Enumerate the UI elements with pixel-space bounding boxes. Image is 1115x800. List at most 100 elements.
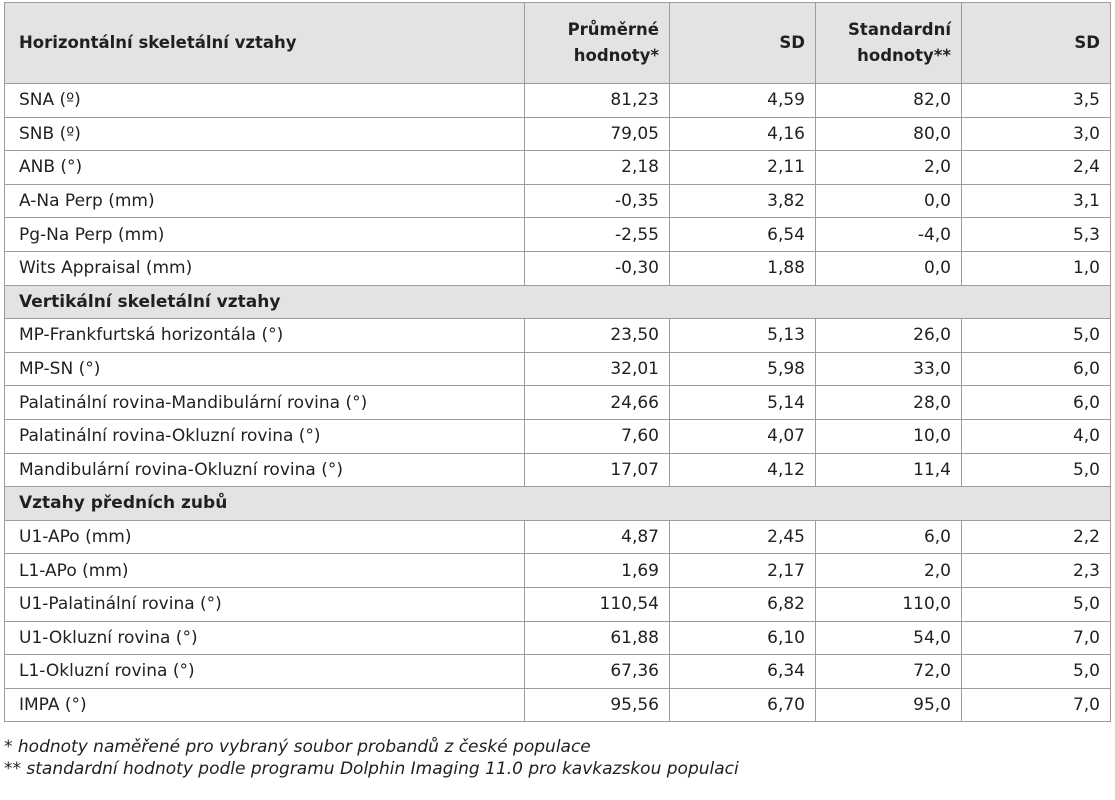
sd-standard-cell: 5,0 [961, 654, 1111, 689]
table-row: IMPA (°) 95,56 6,70 95,0 7,0 [4, 687, 1111, 723]
measurement-label: L1-Okluzní rovina (°) [4, 654, 525, 689]
standard-value-cell: 54,0 [815, 620, 962, 656]
mean-value-cell: 1,69 [524, 553, 670, 588]
sd-standard-cell: 6,0 [961, 351, 1111, 387]
standard-value-cell: 28,0 [815, 385, 962, 420]
sd-mean-cell: 4,12 [669, 452, 816, 488]
header-mean-values: Průměrné hodnoty* [524, 2, 670, 84]
standard-value-cell: 0,0 [815, 250, 962, 286]
mean-value-cell: 61,88 [524, 620, 670, 656]
mean-value-cell: 67,36 [524, 654, 670, 689]
mean-value-cell: -0,30 [524, 250, 670, 286]
sd-standard-cell: 6,0 [961, 385, 1111, 420]
standard-value-cell: 72,0 [815, 654, 962, 689]
section-title: Vztahy předních zubů [4, 486, 1111, 521]
sd-mean-cell: 4,16 [669, 116, 816, 152]
cephalometric-table-container: Horizontální skeletální vztahy Průměrné … [4, 2, 1111, 723]
header-standard-values: Standardní hodnoty** [815, 2, 962, 84]
measurement-label: ANB (°) [4, 150, 525, 185]
table-row: Mandibulární rovina-Okluzní rovina (°) 17… [4, 452, 1111, 488]
standard-value-cell: 0,0 [815, 183, 962, 219]
measurement-label: SNB (º) [4, 116, 525, 152]
sd-mean-cell: 6,34 [669, 654, 816, 689]
sd-mean-cell: 1,88 [669, 250, 816, 286]
standard-value-cell: 6,0 [815, 519, 962, 555]
sd-mean-cell: 4,59 [669, 83, 816, 118]
section-title: Vertikální skeletální vztahy [4, 284, 1111, 320]
standard-value-cell: 95,0 [815, 687, 962, 723]
section-header-row: Vztahy předních zubů [4, 486, 1111, 521]
sd-standard-cell: 7,0 [961, 620, 1111, 656]
measurement-label: Palatinální rovina-Okluzní rovina (°) [4, 418, 525, 454]
mean-value-cell: 110,54 [524, 586, 670, 622]
sd-mean-cell: 6,70 [669, 687, 816, 723]
table-row: L1-APo (mm) 1,69 2,17 2,0 2,3 [4, 553, 1111, 588]
table-body: SNA (º) 81,23 4,59 82,0 3,5 SNB (º) 79,05 4,16 8… [4, 83, 1111, 723]
measurement-label: SNA (º) [4, 83, 525, 118]
sd-standard-cell: 3,1 [961, 183, 1111, 219]
footnote-2: ** standardní hodnoty podle programu Dol… [4, 759, 739, 779]
measurement-label: U1-Okluzní rovina (°) [4, 620, 525, 656]
footnote-1: * hodnoty naměřené pro vybraný soubor pr… [4, 737, 591, 757]
table-row: MP-SN (°) 32,01 5,98 33,0 6,0 [4, 351, 1111, 387]
standard-value-cell: 11,4 [815, 452, 962, 488]
sd-standard-cell: 5,0 [961, 452, 1111, 488]
table-row: Pg-Na Perp (mm) -2,55 6,54 -4,0 5,3 [4, 217, 1111, 252]
sd-standard-cell: 4,0 [961, 418, 1111, 454]
sd-standard-cell: 2,3 [961, 553, 1111, 588]
sd-mean-cell: 4,07 [669, 418, 816, 454]
table-row: Wits Appraisal (mm) -0,30 1,88 0,0 1,0 [4, 250, 1111, 286]
mean-value-cell: 7,60 [524, 418, 670, 454]
sd-standard-cell: 2,4 [961, 150, 1111, 185]
measurement-label: MP-SN (°) [4, 351, 525, 387]
measurement-label: U1-APo (mm) [4, 519, 525, 555]
footnotes: * hodnoty naměřené pro vybraný soubor pr… [4, 736, 739, 780]
section-header-row: Vertikální skeletální vztahy [4, 284, 1111, 320]
sd-mean-cell: 2,11 [669, 150, 816, 185]
measurement-label: U1-Palatinální rovina (°) [4, 586, 525, 622]
mean-value-cell: 79,05 [524, 116, 670, 152]
table-row: MP-Frankfurtská horizontála (°) 23,50 5,13… [4, 318, 1111, 353]
measurement-label: Pg-Na Perp (mm) [4, 217, 525, 252]
mean-value-cell: 23,50 [524, 318, 670, 353]
header-sd-2: SD [961, 2, 1111, 84]
table-row: L1-Okluzní rovina (°) 67,36 6,34 72,0 5,0 [4, 654, 1111, 689]
table-row: U1-Okluzní rovina (°) 61,88 6,10 54,0 7,0 [4, 620, 1111, 656]
measurement-label: L1-APo (mm) [4, 553, 525, 588]
sd-mean-cell: 6,10 [669, 620, 816, 656]
sd-standard-cell: 1,0 [961, 250, 1111, 286]
sd-mean-cell: 3,82 [669, 183, 816, 219]
mean-value-cell: -2,55 [524, 217, 670, 252]
sd-standard-cell: 5,0 [961, 586, 1111, 622]
standard-value-cell: 26,0 [815, 318, 962, 353]
header-section-title: Horizontální skeletální vztahy [4, 2, 525, 84]
measurement-label: IMPA (°) [4, 687, 525, 723]
table-row: Palatinální rovina-Okluzní rovina (°) 7,6… [4, 418, 1111, 454]
header-mean-line1: Průměrné [567, 20, 659, 39]
sd-standard-cell: 5,0 [961, 318, 1111, 353]
table-row: SNA (º) 81,23 4,59 82,0 3,5 [4, 83, 1111, 118]
cephalometric-table: Horizontální skeletální vztahy Průměrné … [4, 2, 1111, 723]
header-standard-line1: Standardní [848, 20, 951, 39]
sd-mean-cell: 5,14 [669, 385, 816, 420]
table-row: Palatinální rovina-Mandibulární rovina (… [4, 385, 1111, 420]
sd-standard-cell: 3,5 [961, 83, 1111, 118]
standard-value-cell: 10,0 [815, 418, 962, 454]
header-sd-1: SD [669, 2, 816, 84]
mean-value-cell: 81,23 [524, 83, 670, 118]
sd-mean-cell: 6,54 [669, 217, 816, 252]
sd-standard-cell: 3,0 [961, 116, 1111, 152]
measurement-label: Palatinální rovina-Mandibulární rovina (… [4, 385, 525, 420]
standard-value-cell: 2,0 [815, 553, 962, 588]
standard-value-cell: 80,0 [815, 116, 962, 152]
measurement-label: Mandibulární rovina-Okluzní rovina (°) [4, 452, 525, 488]
measurement-label: MP-Frankfurtská horizontála (°) [4, 318, 525, 353]
header-standard-line2: hodnoty** [857, 46, 951, 65]
measurement-label: A-Na Perp (mm) [4, 183, 525, 219]
standard-value-cell: -4,0 [815, 217, 962, 252]
sd-standard-cell: 5,3 [961, 217, 1111, 252]
mean-value-cell: 2,18 [524, 150, 670, 185]
sd-mean-cell: 5,98 [669, 351, 816, 387]
table-row: U1-APo (mm) 4,87 2,45 6,0 2,2 [4, 519, 1111, 555]
mean-value-cell: 32,01 [524, 351, 670, 387]
